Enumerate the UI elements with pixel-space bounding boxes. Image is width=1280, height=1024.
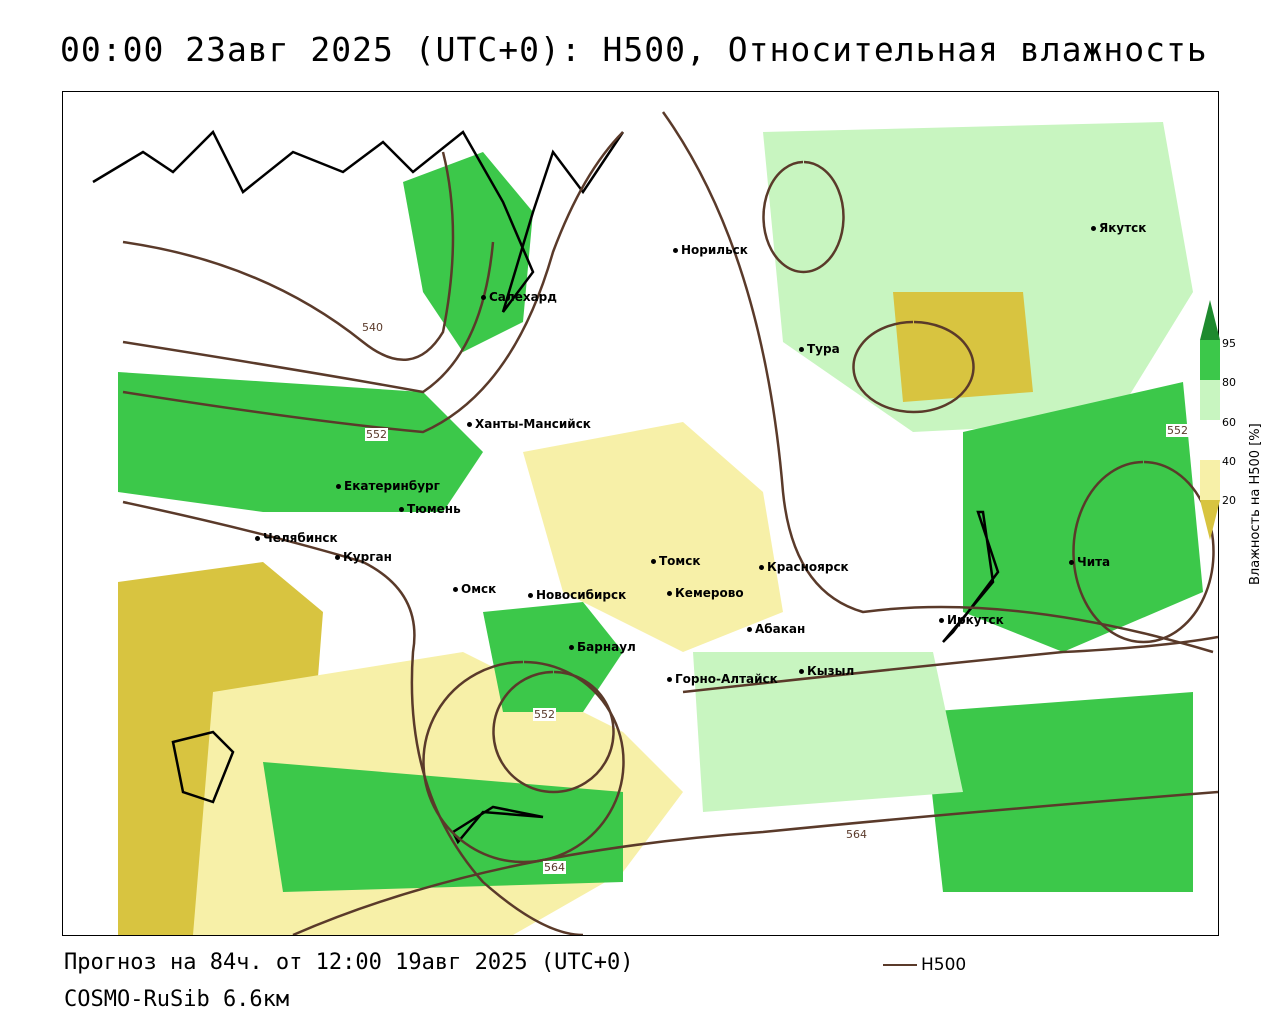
city-dot xyxy=(453,587,458,592)
colorbar-band-60 xyxy=(1200,420,1220,460)
city-dot xyxy=(799,669,804,674)
city-label: Курган xyxy=(335,550,392,564)
city-label: Кызыл xyxy=(799,664,854,678)
h500-contour xyxy=(492,670,615,794)
city-dot xyxy=(569,645,574,650)
city-label: Барнаул xyxy=(569,640,636,654)
city-label: Горно-Алтайск xyxy=(667,672,778,686)
humidity-shading xyxy=(118,122,1203,935)
contour-label: 552 xyxy=(533,708,556,721)
contour-label: 552 xyxy=(1166,424,1189,437)
city-dot xyxy=(667,677,672,682)
legend-label: H500 xyxy=(921,955,967,975)
city-label: Норильск xyxy=(673,243,748,257)
city-label: Кемерово xyxy=(667,586,744,600)
h500-contour xyxy=(122,500,584,935)
city-label: Красноярск xyxy=(759,560,849,574)
city-dot xyxy=(255,536,260,541)
city-label: Иркутск xyxy=(939,613,1004,627)
contour-label: 564 xyxy=(543,861,566,874)
city-dot xyxy=(399,507,404,512)
city-label: Челябинск xyxy=(255,531,338,545)
colorbar-top-triangle xyxy=(1200,300,1220,340)
moist-zone-ural xyxy=(118,372,483,512)
city-label: Якутск xyxy=(1091,221,1146,235)
humidity-field xyxy=(92,111,1218,935)
city-label: Чита xyxy=(1069,555,1110,569)
colorbar-tick: 20 xyxy=(1222,494,1236,507)
city-dot xyxy=(467,422,472,427)
colorbar-tick: 40 xyxy=(1222,455,1236,468)
h500-contour xyxy=(762,160,845,274)
moist-zone-kazakh xyxy=(263,762,623,892)
city-dot xyxy=(747,627,752,632)
h500-contour xyxy=(122,131,624,434)
colorbar-bottom-triangle xyxy=(1200,500,1220,540)
colorbar-tick: 60 xyxy=(1222,416,1236,429)
city-label: Салехард xyxy=(481,290,557,304)
light-moist-east xyxy=(763,122,1193,432)
city-label: Ханты-Мансийск xyxy=(467,417,591,431)
city-dot xyxy=(667,591,672,596)
light-moist-mid xyxy=(693,652,963,812)
colorbar-band-95 xyxy=(1200,340,1220,380)
lake-balkhash xyxy=(451,805,544,845)
city-label: Тюмень xyxy=(399,502,461,516)
city-dot xyxy=(939,618,944,623)
moist-zone-north xyxy=(403,152,533,352)
city-label: Абакан xyxy=(747,622,805,636)
h500-contour xyxy=(682,635,1218,694)
dry-zone-yakutia xyxy=(893,292,1033,402)
city-dot xyxy=(1069,560,1074,565)
city-dot xyxy=(673,248,678,253)
city-dot xyxy=(1091,226,1096,231)
humidity-colorbar xyxy=(1200,300,1220,540)
city-dot xyxy=(336,484,341,489)
city-label: Омск xyxy=(453,582,496,596)
colorbar-band-40 xyxy=(1200,460,1220,500)
h500-contour xyxy=(661,111,1214,654)
city-label: Тура xyxy=(799,342,840,356)
h500-contour xyxy=(852,320,975,414)
lake-baikal xyxy=(942,510,1000,643)
legend-line xyxy=(883,964,917,966)
city-dot xyxy=(335,555,340,560)
colorbar-tick: 80 xyxy=(1222,376,1236,389)
contour-label: 552 xyxy=(365,428,388,441)
h500-contour xyxy=(122,241,495,394)
city-dot xyxy=(759,565,764,570)
city-dot xyxy=(651,559,656,564)
moist-zone-baikal xyxy=(963,382,1203,652)
legend: H500 xyxy=(883,955,966,975)
map-title: 00:00 23авг 2025 (UTC+0): H500, Относите… xyxy=(60,30,1208,69)
city-label: Томск xyxy=(651,554,701,568)
h500-contour xyxy=(122,151,455,362)
map-panel: 540 552 552 552 564 564 Норильск Якутск … xyxy=(62,91,1219,936)
coastlines xyxy=(92,129,1000,845)
aral-sea xyxy=(171,730,235,804)
city-label: Новосибирск xyxy=(528,588,626,602)
colorbar-tick: 95 xyxy=(1222,337,1236,350)
colorbar-band-80 xyxy=(1200,380,1220,420)
city-dot xyxy=(528,593,533,598)
h500-contours xyxy=(122,111,1218,935)
moist-zone-southeast xyxy=(923,692,1193,892)
arctic-coast xyxy=(92,129,625,313)
contour-label: 564 xyxy=(845,828,868,841)
city-label: Екатеринбург xyxy=(336,479,440,493)
dry-zone-central xyxy=(523,422,783,652)
city-dot xyxy=(481,295,486,300)
city-dot xyxy=(799,347,804,352)
h500-contour xyxy=(422,660,625,864)
forecast-info: Прогноз на 84ч. от 12:00 19авг 2025 (UTC… xyxy=(64,950,634,975)
colorbar-title: Влажность на H500 [%] xyxy=(1248,423,1263,585)
model-info: COSMO-RuSib 6.6км xyxy=(64,987,290,1012)
contour-label: 540 xyxy=(361,321,384,334)
h500-contour xyxy=(292,790,1218,935)
